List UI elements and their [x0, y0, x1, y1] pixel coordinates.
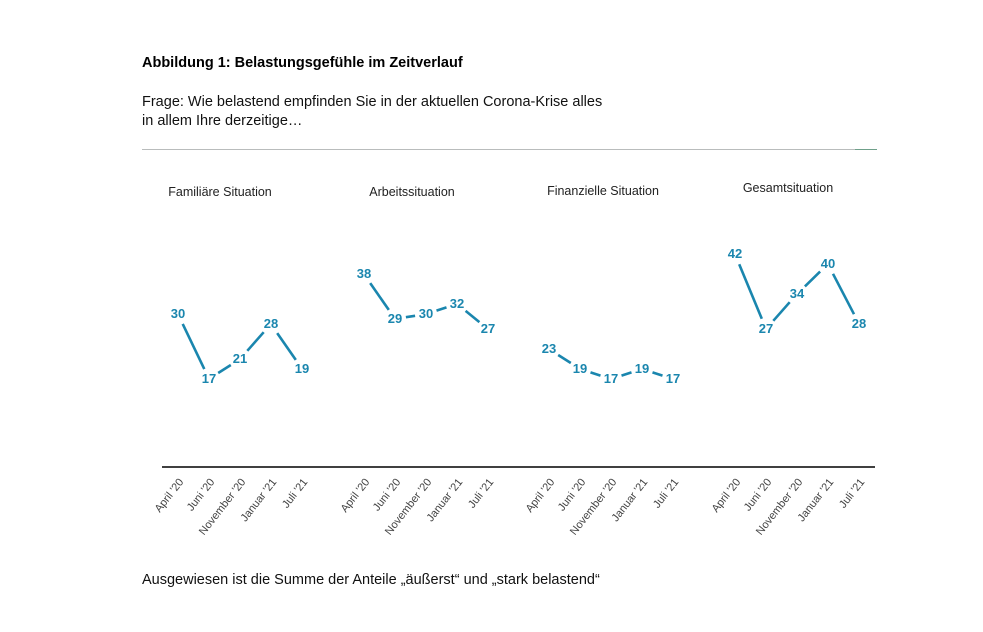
- series-segment: [737, 263, 764, 320]
- data-label: 19: [295, 361, 309, 376]
- panel-title: Arbeitssituation: [369, 185, 455, 199]
- x-tick-label: Juli '21: [466, 476, 496, 510]
- data-label: 27: [759, 321, 773, 336]
- separator-accent: [855, 149, 877, 150]
- series-segment: [181, 323, 206, 370]
- series-segment: [652, 371, 663, 377]
- series-segment: [621, 371, 632, 377]
- data-label: 27: [481, 321, 495, 336]
- data-label: 30: [419, 306, 433, 321]
- x-tick-label: Juni '20: [371, 476, 404, 513]
- series-segment: [590, 371, 601, 377]
- data-label: 23: [542, 341, 556, 356]
- data-label: 28: [852, 316, 866, 331]
- x-tick-label: Juni '20: [742, 476, 775, 513]
- series-segment: [557, 353, 572, 365]
- data-label: 38: [357, 266, 371, 281]
- data-label: 29: [388, 311, 402, 326]
- data-label: 21: [233, 351, 247, 366]
- x-tick-label: April '20: [153, 476, 187, 514]
- x-tick-label: April '20: [339, 476, 373, 514]
- series-segment: [405, 314, 416, 319]
- data-label: 40: [821, 256, 835, 271]
- question-line-2: in allem Ihre derzeitige…: [142, 113, 303, 129]
- x-tick-label: Juni '20: [556, 476, 589, 513]
- series-segment: [276, 332, 297, 361]
- footnote: Ausgewiesen ist die Summe der Anteile „ä…: [142, 572, 600, 588]
- series-segment: [803, 270, 822, 288]
- data-label: 17: [666, 371, 680, 386]
- panel-title: Familiäre Situation: [168, 185, 272, 199]
- series-segment: [831, 273, 856, 315]
- x-tick-label: Juni '20: [185, 476, 218, 513]
- survey-question: Frage: Wie belastend empfinden Sie in de…: [142, 93, 702, 131]
- series-segment: [217, 363, 232, 375]
- separator-rule: [142, 149, 877, 150]
- data-label: 42: [728, 246, 742, 261]
- data-label: 19: [635, 361, 649, 376]
- panel-title: Gesamtsituation: [743, 181, 833, 195]
- figure-title: Abbildung 1: Belastungsgefühle im Zeitve…: [142, 55, 463, 71]
- data-label: 32: [450, 296, 464, 311]
- series-segment: [246, 331, 265, 352]
- data-label: 28: [264, 316, 278, 331]
- data-label: 19: [573, 361, 587, 376]
- x-tick-label: April '20: [524, 476, 558, 514]
- x-tick-label: Juli '21: [837, 476, 867, 510]
- x-tick-label: April '20: [710, 476, 744, 514]
- question-line-1: Frage: Wie belastend empfinden Sie in de…: [142, 94, 603, 110]
- data-label: 17: [202, 371, 216, 386]
- data-label: 34: [790, 286, 805, 301]
- data-label: 30: [171, 306, 185, 321]
- series-segment: [464, 309, 481, 324]
- series-segment: [369, 282, 390, 311]
- data-label: 17: [604, 371, 618, 386]
- x-tick-label: Juli '21: [651, 476, 681, 510]
- panel-title: Finanzielle Situation: [547, 184, 659, 198]
- series-segment: [772, 301, 791, 322]
- series-segment: [436, 306, 447, 312]
- x-tick-label: Juli '21: [280, 476, 310, 510]
